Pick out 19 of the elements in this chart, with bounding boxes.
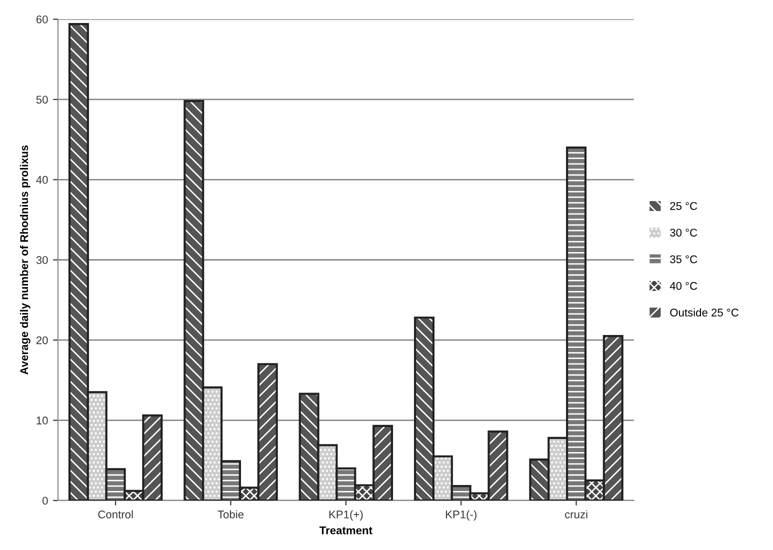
x-axis-title: Treatment	[319, 526, 372, 534]
x-tick-label: KP1(-)	[446, 510, 476, 521]
legend-label: Outside 25 °C	[670, 308, 738, 316]
y-tick-label: 50	[36, 96, 48, 104]
y-tick-label: 20	[36, 336, 48, 344]
legend-label: 35 °C	[670, 255, 698, 264]
y-tick-label: 60	[36, 16, 48, 24]
y-tick-label: 30	[36, 256, 48, 264]
y-axis-title: Average daily number of Rhodnius prolixus	[20, 145, 30, 375]
y-tick-label: 10	[36, 416, 48, 424]
x-tick-label: cruzi	[565, 510, 588, 518]
x-tick-label: Tobie	[218, 510, 244, 518]
legend-label: 25 °C	[670, 202, 698, 210]
legend-label: 40 °C	[670, 282, 698, 290]
x-tick-label: Control	[98, 510, 133, 518]
y-tick-label: 0	[42, 496, 48, 505]
legend-label: 30 °C	[670, 228, 698, 237]
x-tick-label: KP1(+)	[329, 510, 363, 521]
y-tick-label: 40	[36, 176, 48, 184]
